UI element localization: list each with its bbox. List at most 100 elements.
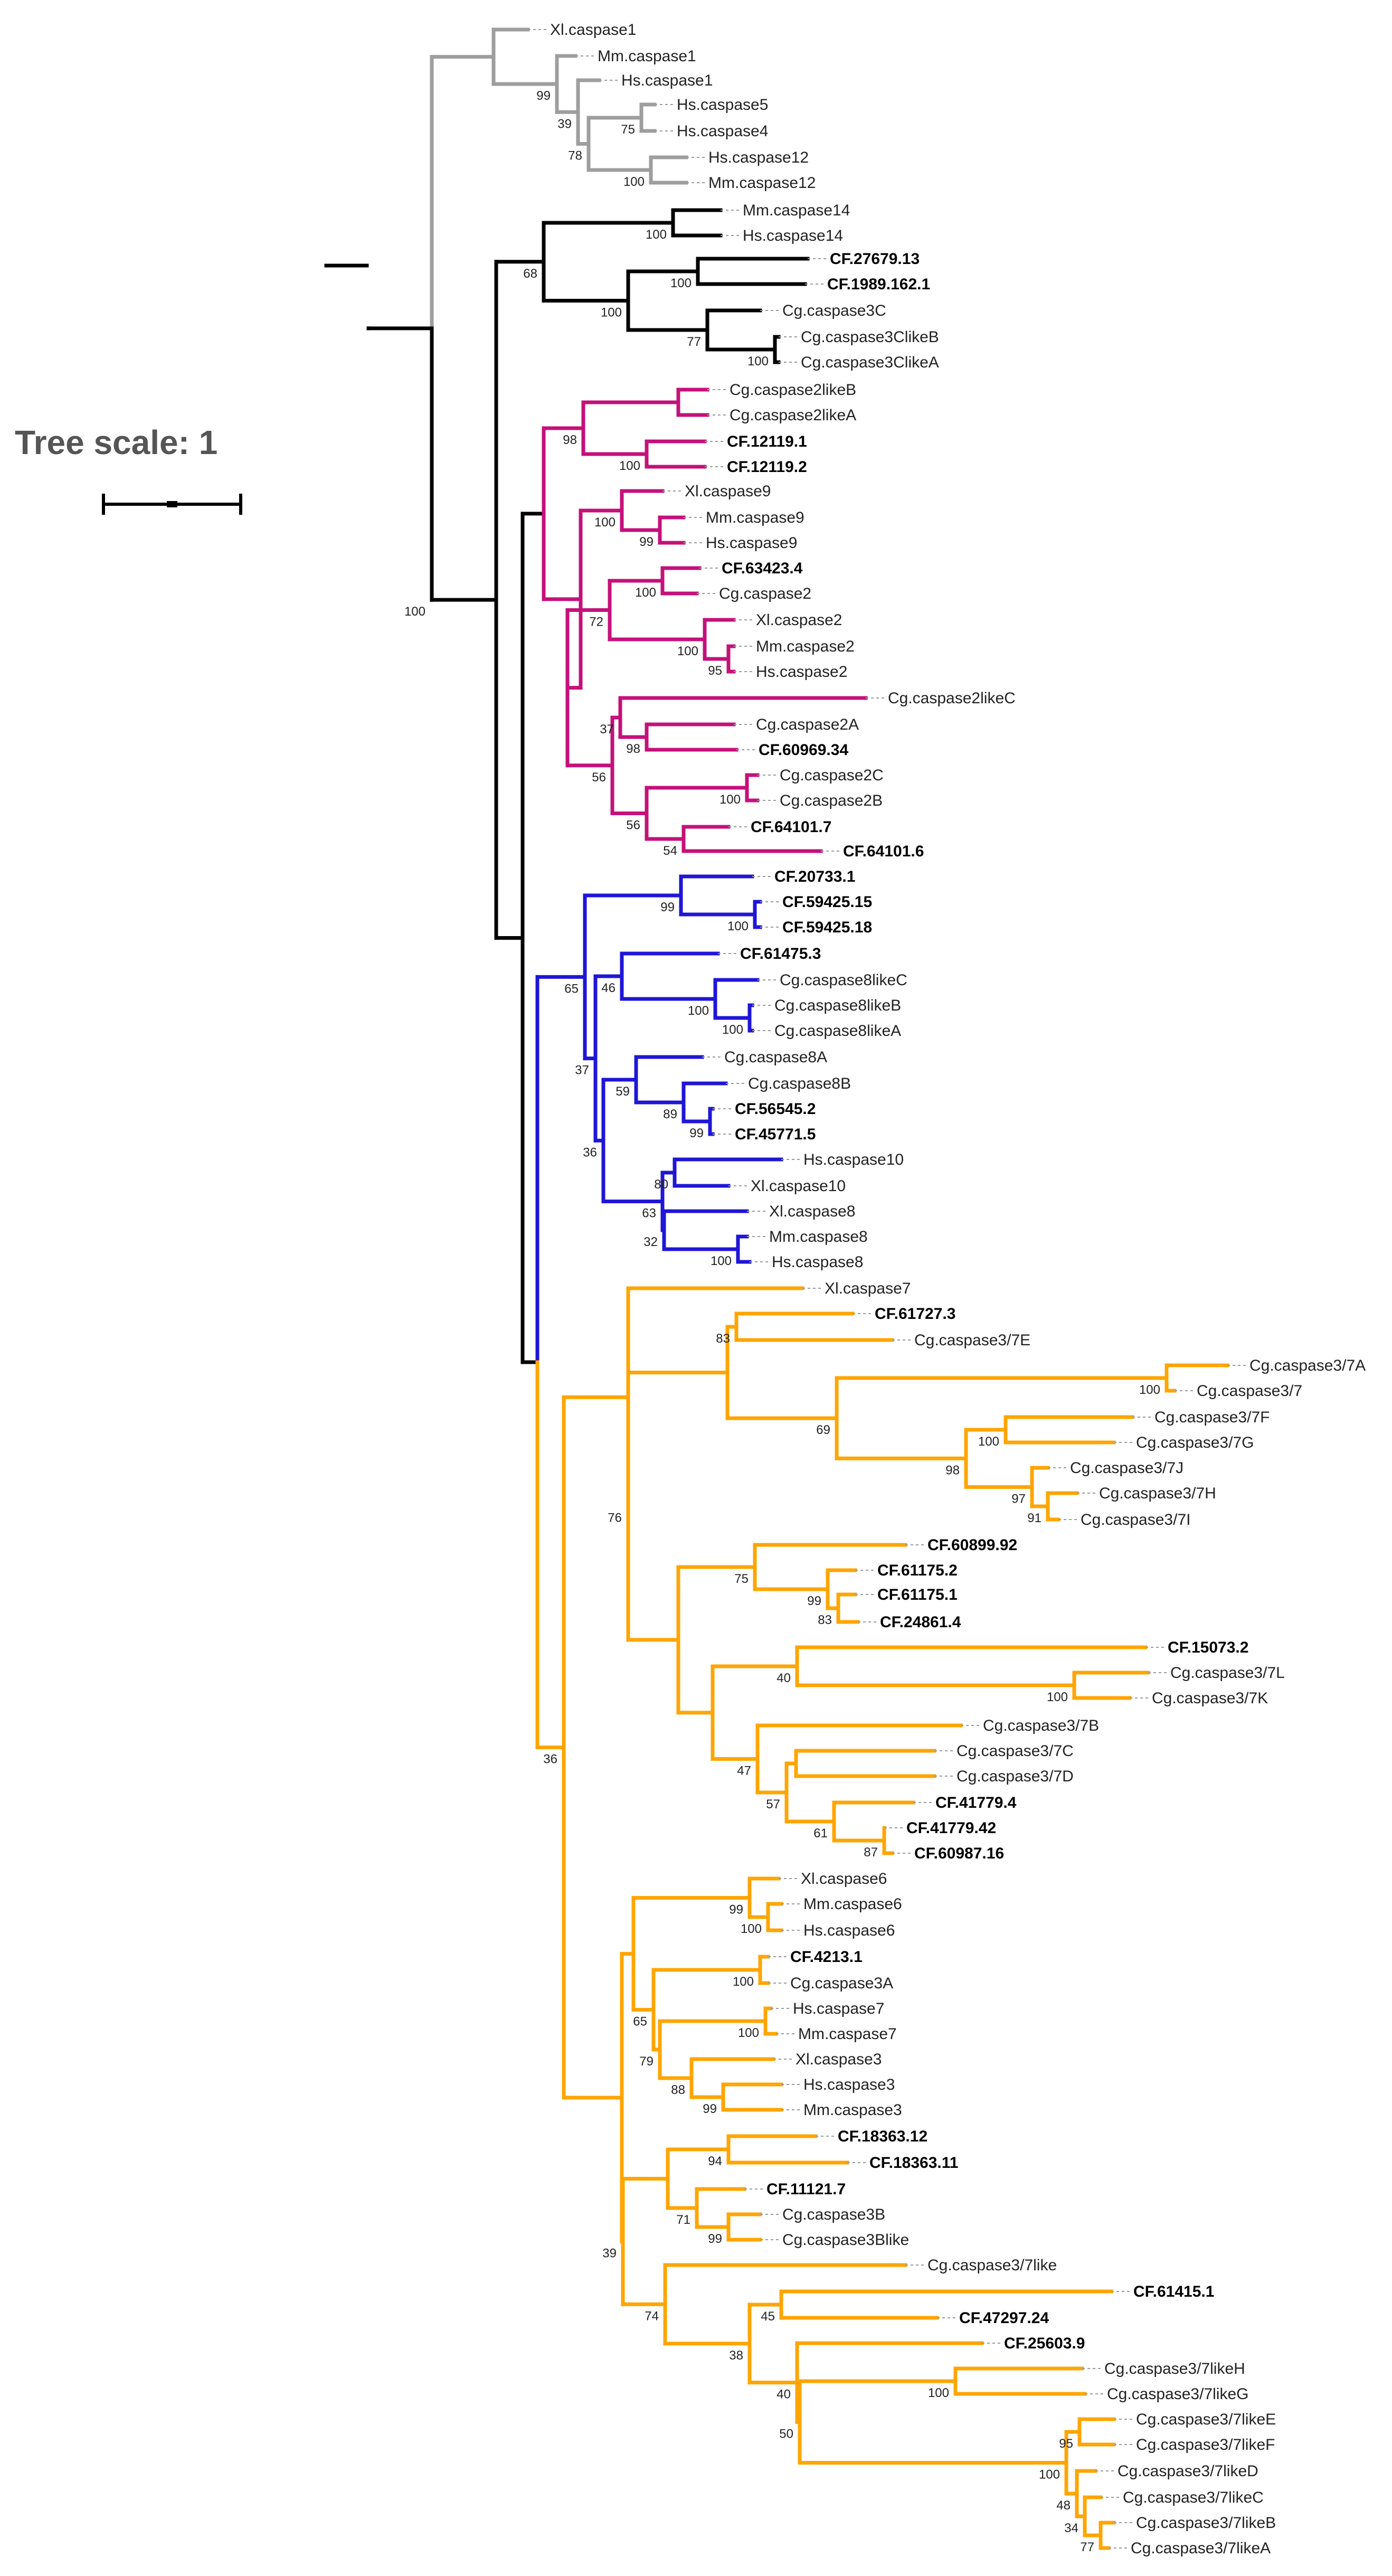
leaf-label: Cg.caspase8likeA [774,1022,901,1040]
leaf-label: Cg.caspase3/7B [983,1717,1099,1734]
bootstrap-value: 40 [777,1671,791,1685]
leaf-label: Cg.caspase3C [782,302,886,319]
leaf-label: CF.4213.1 [790,1948,863,1966]
leaf-label: Cg.caspase2likeC [888,690,1016,707]
leaf-label: CF.61415.1 [1133,2283,1214,2300]
bootstrap-value: 37 [600,722,614,737]
bootstrap-value: 100 [727,919,749,933]
bootstrap-value: 48 [1056,2498,1071,2513]
bootstrap-value: 76 [608,1511,622,1525]
bootstrap-value: 36 [543,1752,557,1767]
leaf-label: CF.60987.16 [914,1845,1004,1862]
leaf-label: Cg.caspase8likeB [774,997,901,1014]
leaf-label: Cg.caspase3/7H [1099,1485,1216,1502]
tree-branches [324,27,1229,2550]
leaf-label: Cg.caspase3/7likeF [1136,2436,1275,2454]
leaf-label: Cg.caspase3/7likeC [1123,2489,1264,2506]
bootstrap-value: 54 [663,844,677,858]
leaf-label: Cg.caspase3/7E [914,1332,1030,1349]
leaf-label: CF.61175.1 [877,1586,958,1603]
leaf-label: CF.61475.3 [740,945,821,963]
leaf-label: Cg.caspase2likeB [730,381,856,399]
bootstrap-value: 46 [601,981,615,995]
leaf-label: Hs.caspase1 [621,72,713,89]
bootstrap-value: 99 [729,1903,743,1917]
bootstrap-value: 80 [654,1177,668,1192]
leaf-label: Xl.caspase7 [825,1280,911,1297]
bootstrap-value: 75 [621,122,635,137]
bootstrap-value: 100 [594,515,615,530]
bootstrap-value: 89 [663,1107,677,1121]
leaf-label: CF.41779.42 [906,1819,996,1837]
bootstrap-value: 100 [733,1975,754,1989]
bootstrap-value: 100 [646,228,667,242]
leaf-label: Hs.caspase4 [677,122,768,140]
leaf-label: CF.15073.2 [1168,1639,1248,1656]
leaf-label: Cg.caspase2 [719,585,811,602]
leaf-label: Mm.caspase8 [769,1228,868,1245]
bootstrap-value: 56 [626,818,640,833]
leaf-label: Cg.caspase8A [724,1049,827,1066]
bootstrap-value: 87 [864,1845,878,1860]
bootstrap-value: 83 [818,1613,832,1627]
bootstrap-value: 100 [601,306,622,320]
leaf-label: CF.25603.9 [1004,2335,1085,2352]
bootstrap-value: 77 [687,335,701,349]
leaf-label: CF.11121.7 [766,2181,846,2198]
bootstrap-value: 50 [779,2427,793,2441]
bootstrap-value: 100 [722,1023,743,1037]
leaf-label: Cg.caspase8B [748,1075,851,1092]
leaf-label: CF.47297.24 [959,2309,1049,2327]
leaf-label: Cg.caspase3/7likeG [1107,2385,1248,2403]
leaf-label: Xl.caspase10 [751,1177,846,1195]
leaf-label: Cg.caspase2B [780,792,883,809]
leaf-label: Cg.caspase3ClikeB [801,328,939,346]
leaf-label: Hs.caspase9 [706,534,797,552]
leaf-label: Cg.caspase3/7A [1249,1357,1366,1374]
leaf-label: CF.59425.18 [782,919,872,936]
bootstrap-value: 65 [564,982,579,996]
bootstrap-value: 100 [670,276,692,290]
leaf-label: CF.18363.11 [869,2154,958,2172]
leaf-label: Mm.caspase1 [598,48,696,65]
leaf-label: CF.27679.13 [830,250,920,268]
bootstrap-value: 98 [626,742,640,756]
leaf-label: CF.41779.4 [935,1794,1017,1811]
bootstrap-value: 100 [1047,1690,1068,1704]
leaf-label: Cg.caspase3A [790,1975,893,1992]
bootstrap-value: 100 [978,1435,999,1449]
leaf-label: CF.64101.6 [843,843,924,860]
bootstrap-value: 98 [945,1463,960,1477]
leaf-label: CF.61175.2 [877,1562,958,1579]
leaf-label: Hs.caspase14 [743,227,843,244]
bootstrap-value: 99 [708,2232,722,2246]
bootstrap-value: 100 [738,2026,759,2040]
leaf-label: Cg.caspase3/7F [1154,1409,1270,1426]
leaf-labels: Xl.caspase1 Mm.caspase1 Hs.caspase1 Hs.casp… [550,21,1366,2557]
bootstrap-value: 100 [1139,1383,1160,1397]
bootstrap-value: 100 [711,1254,732,1268]
leaf-label: Cg.caspase3/7likeD [1118,2462,1258,2480]
leaf-label: Hs.caspase3 [803,2076,895,2093]
bootstrap-value: 74 [645,2309,659,2323]
bootstrap-value: 100 [623,175,645,189]
tree-scale-legend: Tree scale: 1 [15,423,242,515]
leaf-label: Xl.caspase6 [801,1870,887,1888]
leaf-connector-lines [528,29,1247,2549]
bootstrap-value: 56 [592,770,606,785]
leaf-label: Cg.caspase3/7likeB [1136,2514,1276,2532]
leaf-label: Cg.caspase3/7K [1152,1690,1268,1707]
leaf-label: CF.61727.3 [875,1305,955,1323]
bootstrap-value: 39 [557,117,572,131]
bootstrap-value: 100 [688,1004,709,1018]
leaf-label: Cg.caspase3/7likeE [1136,2411,1276,2428]
bootstrap-value: 100 [719,792,741,807]
bootstrap-value: 99 [639,535,654,549]
bootstrap-value: 61 [813,1826,828,1841]
leaf-label: Xl.caspase2 [756,611,842,629]
leaf-label: Cg.caspase3/7I [1081,1511,1190,1528]
leaf-label: Mm.caspase6 [803,1895,902,1913]
bootstrap-value: 39 [602,2246,617,2260]
bootstrap-value: 69 [816,1423,830,1437]
bootstrap-value: 32 [643,1235,658,1249]
